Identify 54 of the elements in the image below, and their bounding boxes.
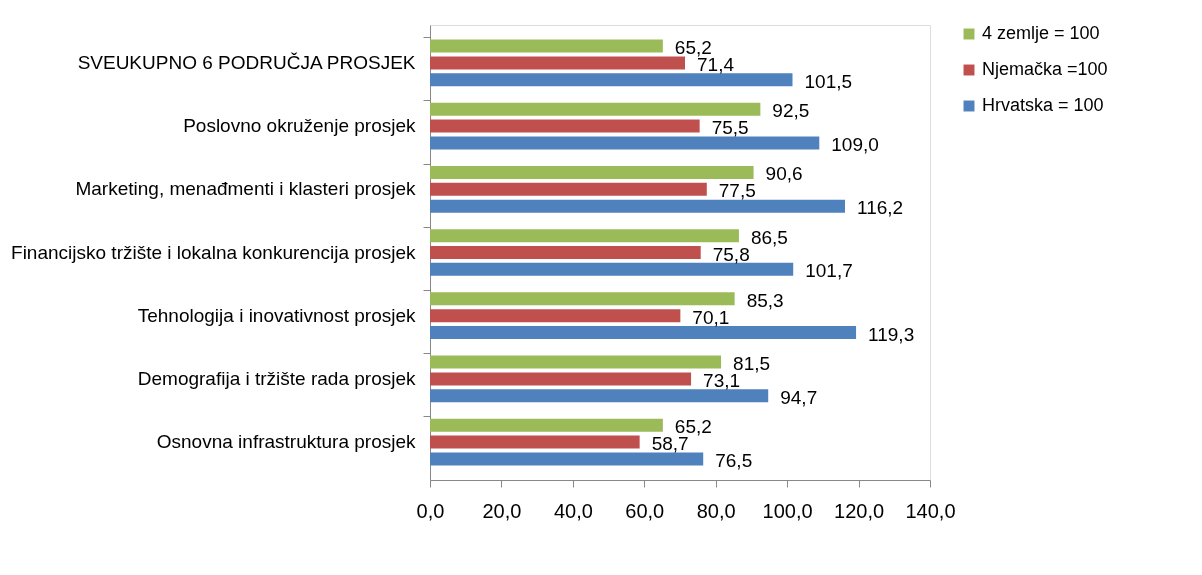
bar	[430, 56, 685, 70]
bar	[430, 309, 681, 323]
y-tick-label: Osnovna infrastruktura prosjek	[156, 431, 416, 453]
x-tick-label: 100,0	[762, 499, 813, 522]
data-label: 90,6	[765, 163, 803, 185]
data-label: 86,5	[750, 226, 788, 248]
data-label: 70,1	[692, 306, 730, 328]
data-label: 75,8	[712, 243, 750, 265]
legend-label: 4 zemlje = 100	[982, 23, 1100, 43]
bar	[430, 39, 663, 53]
bar	[430, 229, 739, 243]
bar	[430, 73, 793, 87]
data-label: 101,7	[805, 260, 853, 282]
bar	[430, 389, 769, 403]
bar	[430, 102, 761, 116]
y-tick-label: Tehnologija i inovativnost prosjek	[137, 304, 416, 326]
data-label: 92,5	[772, 100, 810, 122]
bar	[430, 372, 692, 386]
bar	[430, 435, 640, 449]
data-label: 101,5	[804, 70, 853, 92]
bar	[430, 292, 735, 306]
x-tick-label: 140,0	[905, 499, 956, 522]
data-label: 85,3	[746, 289, 784, 311]
y-tick-label: Demografija i tržište rada prosjek	[137, 367, 416, 389]
legend-label: Njemačka =100	[982, 59, 1108, 79]
x-tick-label: 60,0	[625, 499, 665, 522]
data-label: 116,2	[857, 197, 904, 219]
bar	[430, 418, 663, 432]
x-tick-label: 20,0	[482, 499, 522, 522]
bar	[430, 355, 722, 369]
bar	[430, 262, 794, 276]
y-tick-label: SVEUKUPNO 6 PODRUČJA PROSJEK	[77, 51, 416, 73]
bar	[430, 326, 857, 340]
data-label: 76,5	[715, 449, 753, 471]
bar	[430, 246, 701, 259]
data-label: 109,0	[831, 133, 879, 155]
data-label: 75,5	[711, 117, 749, 139]
data-label: 94,7	[780, 386, 818, 408]
y-tick-label: Financijsko tržište i lokalna konkurencija prosjek	[11, 241, 416, 263]
bar	[430, 136, 820, 150]
legend-label: Hrvatska = 100	[982, 95, 1104, 115]
bar	[430, 165, 754, 179]
bar	[430, 182, 707, 196]
x-tick-label: 40,0	[553, 499, 593, 522]
x-tick-label: 120,0	[834, 499, 885, 522]
data-label: 119,3	[868, 323, 915, 345]
bar	[430, 199, 845, 213]
y-tick-label: Poslovno okruženje prosjek	[183, 115, 416, 137]
y-tick-label: Marketing, menađmenti i klasteri prosjek	[75, 178, 416, 200]
bar	[430, 119, 700, 133]
bar	[430, 452, 704, 466]
data-label: 77,5	[718, 180, 756, 202]
x-tick-label: 0,0	[416, 499, 445, 522]
x-tick-label: 80,0	[696, 499, 736, 522]
